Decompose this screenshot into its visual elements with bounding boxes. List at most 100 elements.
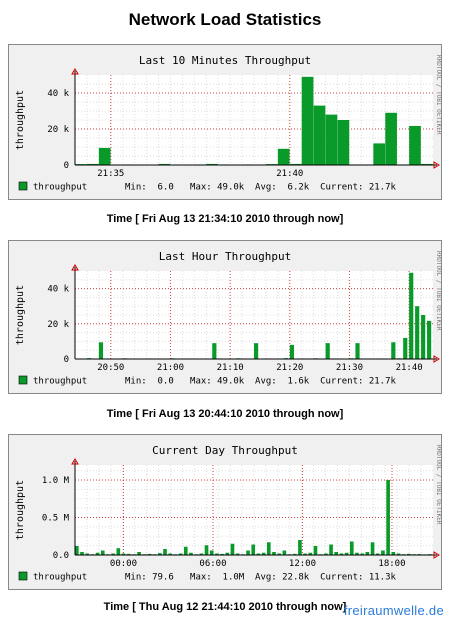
throughput-bar bbox=[355, 552, 359, 555]
x-tick-label: 21:20 bbox=[276, 363, 303, 373]
throughput-bar bbox=[385, 112, 397, 165]
throughput-bar bbox=[325, 343, 330, 359]
y-tick-label: 0.0 bbox=[53, 551, 69, 561]
throughput-bar bbox=[206, 163, 218, 165]
legend-swatch bbox=[18, 375, 28, 385]
y-tick-label: 0.5 M bbox=[42, 514, 70, 524]
throughput-bar bbox=[355, 343, 360, 359]
throughput-bar bbox=[415, 306, 420, 359]
legend-name: throughput bbox=[33, 183, 87, 193]
throughput-bar bbox=[209, 550, 214, 555]
throughput-bar bbox=[261, 552, 266, 555]
throughput-bar bbox=[289, 163, 302, 165]
throughput-bar bbox=[373, 143, 386, 165]
throughput-bar bbox=[391, 552, 396, 555]
throughput-bar bbox=[396, 553, 401, 555]
graph-last-hour: Last Hour Throughput RRDTOOL / TOBI OETIK… bbox=[8, 240, 442, 394]
throughput-bar bbox=[313, 546, 318, 555]
x-tick-label: 21:30 bbox=[336, 363, 363, 373]
throughput-bar bbox=[277, 148, 290, 165]
legend-stats: Min: 0.0 Max: 49.0k Avg: 1.6k Current: 2… bbox=[125, 377, 397, 387]
throughput-bar bbox=[168, 553, 173, 555]
throughput-bar bbox=[178, 553, 183, 555]
x-tick-label: 21:35 bbox=[97, 169, 124, 179]
throughput-bar bbox=[80, 552, 84, 555]
graph-last-10-minutes: Last 10 Minutes Throughput RRDTOOL / TOBI… bbox=[8, 44, 442, 200]
x-tick-label: 21:40 bbox=[396, 363, 423, 373]
chart-last-hour: Last Hour Throughput RRDTOOL / TOBI OETIK… bbox=[15, 250, 441, 387]
legend-swatch bbox=[18, 181, 28, 191]
y-tick-label: 1.0 M bbox=[42, 476, 70, 486]
throughput-bar bbox=[365, 552, 370, 555]
throughput-bar bbox=[251, 544, 256, 555]
site-watermark: freiraumwelle.de bbox=[343, 603, 444, 618]
throughput-bar bbox=[301, 76, 314, 165]
chart-title: Last 10 Minutes Throughput bbox=[139, 54, 311, 67]
throughput-bar bbox=[409, 125, 421, 165]
caption-last-10-minutes: Time [ Fri Aug 13 21:34:10 2010 through … bbox=[106, 213, 344, 225]
chart-last-10-minutes: Last 10 Minutes Throughput RRDTOOL / TOBI… bbox=[15, 54, 441, 193]
throughput-bar bbox=[375, 553, 380, 555]
throughput-bar bbox=[407, 553, 411, 555]
throughput-bar bbox=[370, 542, 375, 555]
throughput-bar bbox=[215, 553, 219, 555]
throughput-bar bbox=[116, 548, 121, 555]
throughput-bar bbox=[266, 542, 271, 555]
throughput-bar bbox=[75, 546, 79, 555]
y-tick-label: 20 k bbox=[47, 125, 69, 135]
throughput-bar bbox=[220, 553, 224, 555]
y-tick-label: 0 bbox=[64, 161, 69, 171]
throughput-bar bbox=[230, 543, 235, 555]
x-tick-label: 21:10 bbox=[217, 363, 244, 373]
x-tick-label: 18:00 bbox=[378, 559, 405, 569]
throughput-bar bbox=[158, 553, 162, 555]
x-tick-label: 21:00 bbox=[157, 363, 184, 373]
legend-stats: Min: 79.6 Max: 1.0M Avg: 22.8k Current: … bbox=[125, 573, 397, 583]
y-tick-label: 40 k bbox=[47, 89, 69, 99]
x-axis-arrow bbox=[433, 161, 440, 169]
throughput-bar bbox=[349, 541, 354, 555]
throughput-bar bbox=[225, 552, 230, 555]
x-tick-label: 06:00 bbox=[199, 559, 226, 569]
throughput-bar bbox=[246, 550, 250, 555]
throughput-bar bbox=[403, 337, 408, 359]
throughput-bar bbox=[235, 553, 240, 555]
throughput-bar bbox=[163, 549, 167, 555]
throughput-bar bbox=[381, 550, 385, 555]
chart-title: Current Day Throughput bbox=[152, 444, 298, 457]
throughput-bar bbox=[204, 545, 209, 555]
throughput-bar bbox=[95, 552, 100, 555]
graph-current-day: Current Day Throughput RRDTOOL / TOBI OET… bbox=[8, 434, 442, 590]
throughput-bar bbox=[126, 553, 131, 555]
throughput-bar bbox=[386, 480, 390, 555]
legend-name: throughput bbox=[33, 573, 87, 583]
caption-current-day: Time [ Thu Aug 12 21:44:10 2010 through … bbox=[103, 601, 347, 613]
throughput-bar bbox=[86, 163, 99, 165]
x-axis-arrow bbox=[433, 551, 440, 559]
throughput-bar bbox=[303, 553, 307, 555]
page-title: Network Load Statistics bbox=[128, 10, 322, 29]
throughput-bar bbox=[325, 114, 338, 165]
x-tick-label: 20:50 bbox=[97, 363, 124, 373]
throughput-bar bbox=[421, 163, 433, 165]
throughput-bar bbox=[427, 320, 432, 359]
throughput-bar bbox=[313, 105, 326, 165]
throughput-bar bbox=[282, 550, 287, 555]
throughput-bar bbox=[324, 553, 328, 555]
throughput-bar bbox=[147, 553, 152, 555]
throughput-bar bbox=[391, 342, 396, 359]
throughput-bar bbox=[272, 552, 276, 555]
throughput-bar bbox=[339, 553, 344, 555]
caption-last-hour: Time [ Fri Aug 13 20:44:10 2010 through … bbox=[106, 408, 344, 420]
legend-swatch bbox=[18, 571, 28, 581]
side-label: RRDTOOL / TOBI OETIKER bbox=[435, 445, 441, 525]
legend-stats: Min: 6.0 Max: 49.0k Avg: 6.2k Current: 2… bbox=[125, 183, 397, 193]
throughput-bar bbox=[137, 552, 141, 555]
y-axis-arrow bbox=[71, 264, 79, 271]
throughput-bar bbox=[292, 553, 297, 555]
throughput-bar bbox=[183, 546, 188, 555]
chart-current-day: Current Day Throughput RRDTOOL / TOBI OET… bbox=[15, 444, 441, 583]
x-tick-label: 12:00 bbox=[289, 559, 316, 569]
x-tick-label: 00:00 bbox=[110, 559, 137, 569]
throughput-bar bbox=[298, 540, 302, 555]
